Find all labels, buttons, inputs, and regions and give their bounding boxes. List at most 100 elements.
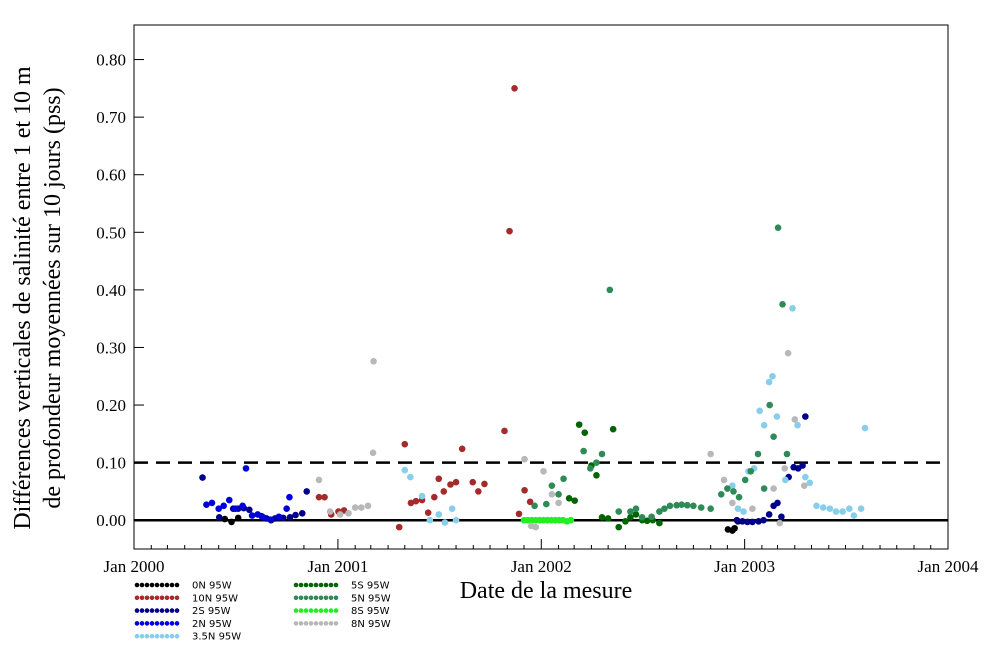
legend-entry: 10N 95W [134,593,238,604]
data-point [769,372,776,380]
legend-swatch-dot [134,595,140,601]
legend-swatch-dot [333,621,339,626]
legend-swatch-dot [164,608,170,613]
x-tick-label: Jan 2004 [918,557,979,576]
data-point [254,511,261,518]
data-point [683,501,691,509]
data-point [782,476,789,484]
data-point [781,465,789,472]
data-point [661,505,668,512]
data-point [627,514,634,521]
series-2n-95w [203,465,293,523]
legend-swatch-dot [174,621,180,626]
data-point [770,433,777,441]
data-point [770,485,777,492]
legend-swatch-dot [333,595,339,601]
legend-swatch-dot [298,608,304,613]
data-point [806,479,814,487]
data-point [648,513,655,521]
legend-swatch-dot [139,621,145,626]
legend-swatch-dot [149,621,155,626]
data-point [740,508,747,515]
data-point [779,300,786,308]
legend-label: 5N 95W [351,593,391,604]
legend-swatch-dot [149,582,155,588]
legend-swatch-dot [149,595,155,601]
legend-entry: 0N 95W [134,581,232,592]
data-point [656,508,663,515]
legend-swatch-dot [303,621,309,626]
series-8n-95w [315,349,808,531]
data-point [749,518,756,526]
legend-swatch-dot [134,582,140,588]
data-point [506,227,513,235]
legend-swatch-dot [328,582,334,588]
data-point [733,516,741,524]
data-point [707,505,714,512]
data-point [469,478,477,486]
legend-swatch-dot [164,595,170,601]
data-point [615,508,623,515]
data-point [542,500,550,508]
data-point [441,519,449,526]
x-axis-title: Date de la mesure [460,578,633,604]
data-point [283,505,290,512]
y-axis-title-line-1: Différences verticales de salinité entre… [10,66,36,530]
y-axis-title-line-2: de profondeur moyennées sur 10 jours (ps… [40,87,66,508]
legend-swatch-dot [144,582,150,588]
x-tick-label: Jan 2003 [714,557,775,576]
legend-swatch-dot [308,582,314,588]
legend-swatch-dot [328,608,334,613]
data-point [755,518,762,525]
legend-swatch-dot [169,582,175,588]
legend-swatch-dot [134,633,140,639]
data-point [560,475,567,483]
data-point [364,502,372,510]
data-point [690,502,697,510]
legend-swatch-dot [313,582,319,588]
data-point [565,495,573,502]
data-point [581,429,589,436]
data-point [326,508,334,515]
data-point [225,496,233,504]
data-point [521,455,528,463]
data-point [802,413,809,420]
data-point [358,504,365,511]
legend-swatch-dot [159,621,165,626]
data-point [744,518,751,526]
legend-swatch-dot [144,608,150,613]
legend-swatch-dot [298,595,304,601]
data-point [220,502,228,510]
legend-label: 8N 95W [351,619,391,630]
data-point [248,512,256,519]
data-point [765,511,773,518]
data-point [555,499,562,507]
data-point [839,508,846,515]
data-point [724,485,731,492]
x-axis: Jan 2000 Jan 2001 Jan 2002 Jan 2003 Jan 2004 [104,539,979,576]
data-point [435,475,443,483]
data-point [846,505,853,512]
legend-swatch-dot [313,621,319,626]
legend-swatch-dot [134,621,140,626]
data-point [548,482,556,489]
data-point [799,462,806,469]
data-point [766,401,774,409]
data-point [707,450,714,458]
legend-entry: 3.5N 95W [134,632,241,643]
legend-label: 0N 95W [192,581,232,592]
data-point [826,505,834,512]
data-point [401,440,409,448]
data-point [351,504,359,511]
data-point [729,482,736,489]
data-point [246,506,253,514]
data-point [783,450,791,458]
data-point [765,378,773,386]
legend-swatch-dot [139,582,145,588]
legend-swatch-dot [323,595,329,601]
legend-swatch-dot [154,582,160,588]
data-point [666,502,674,510]
data-point [813,502,820,510]
data-point [407,473,414,481]
legend-swatch-dot [144,633,150,639]
